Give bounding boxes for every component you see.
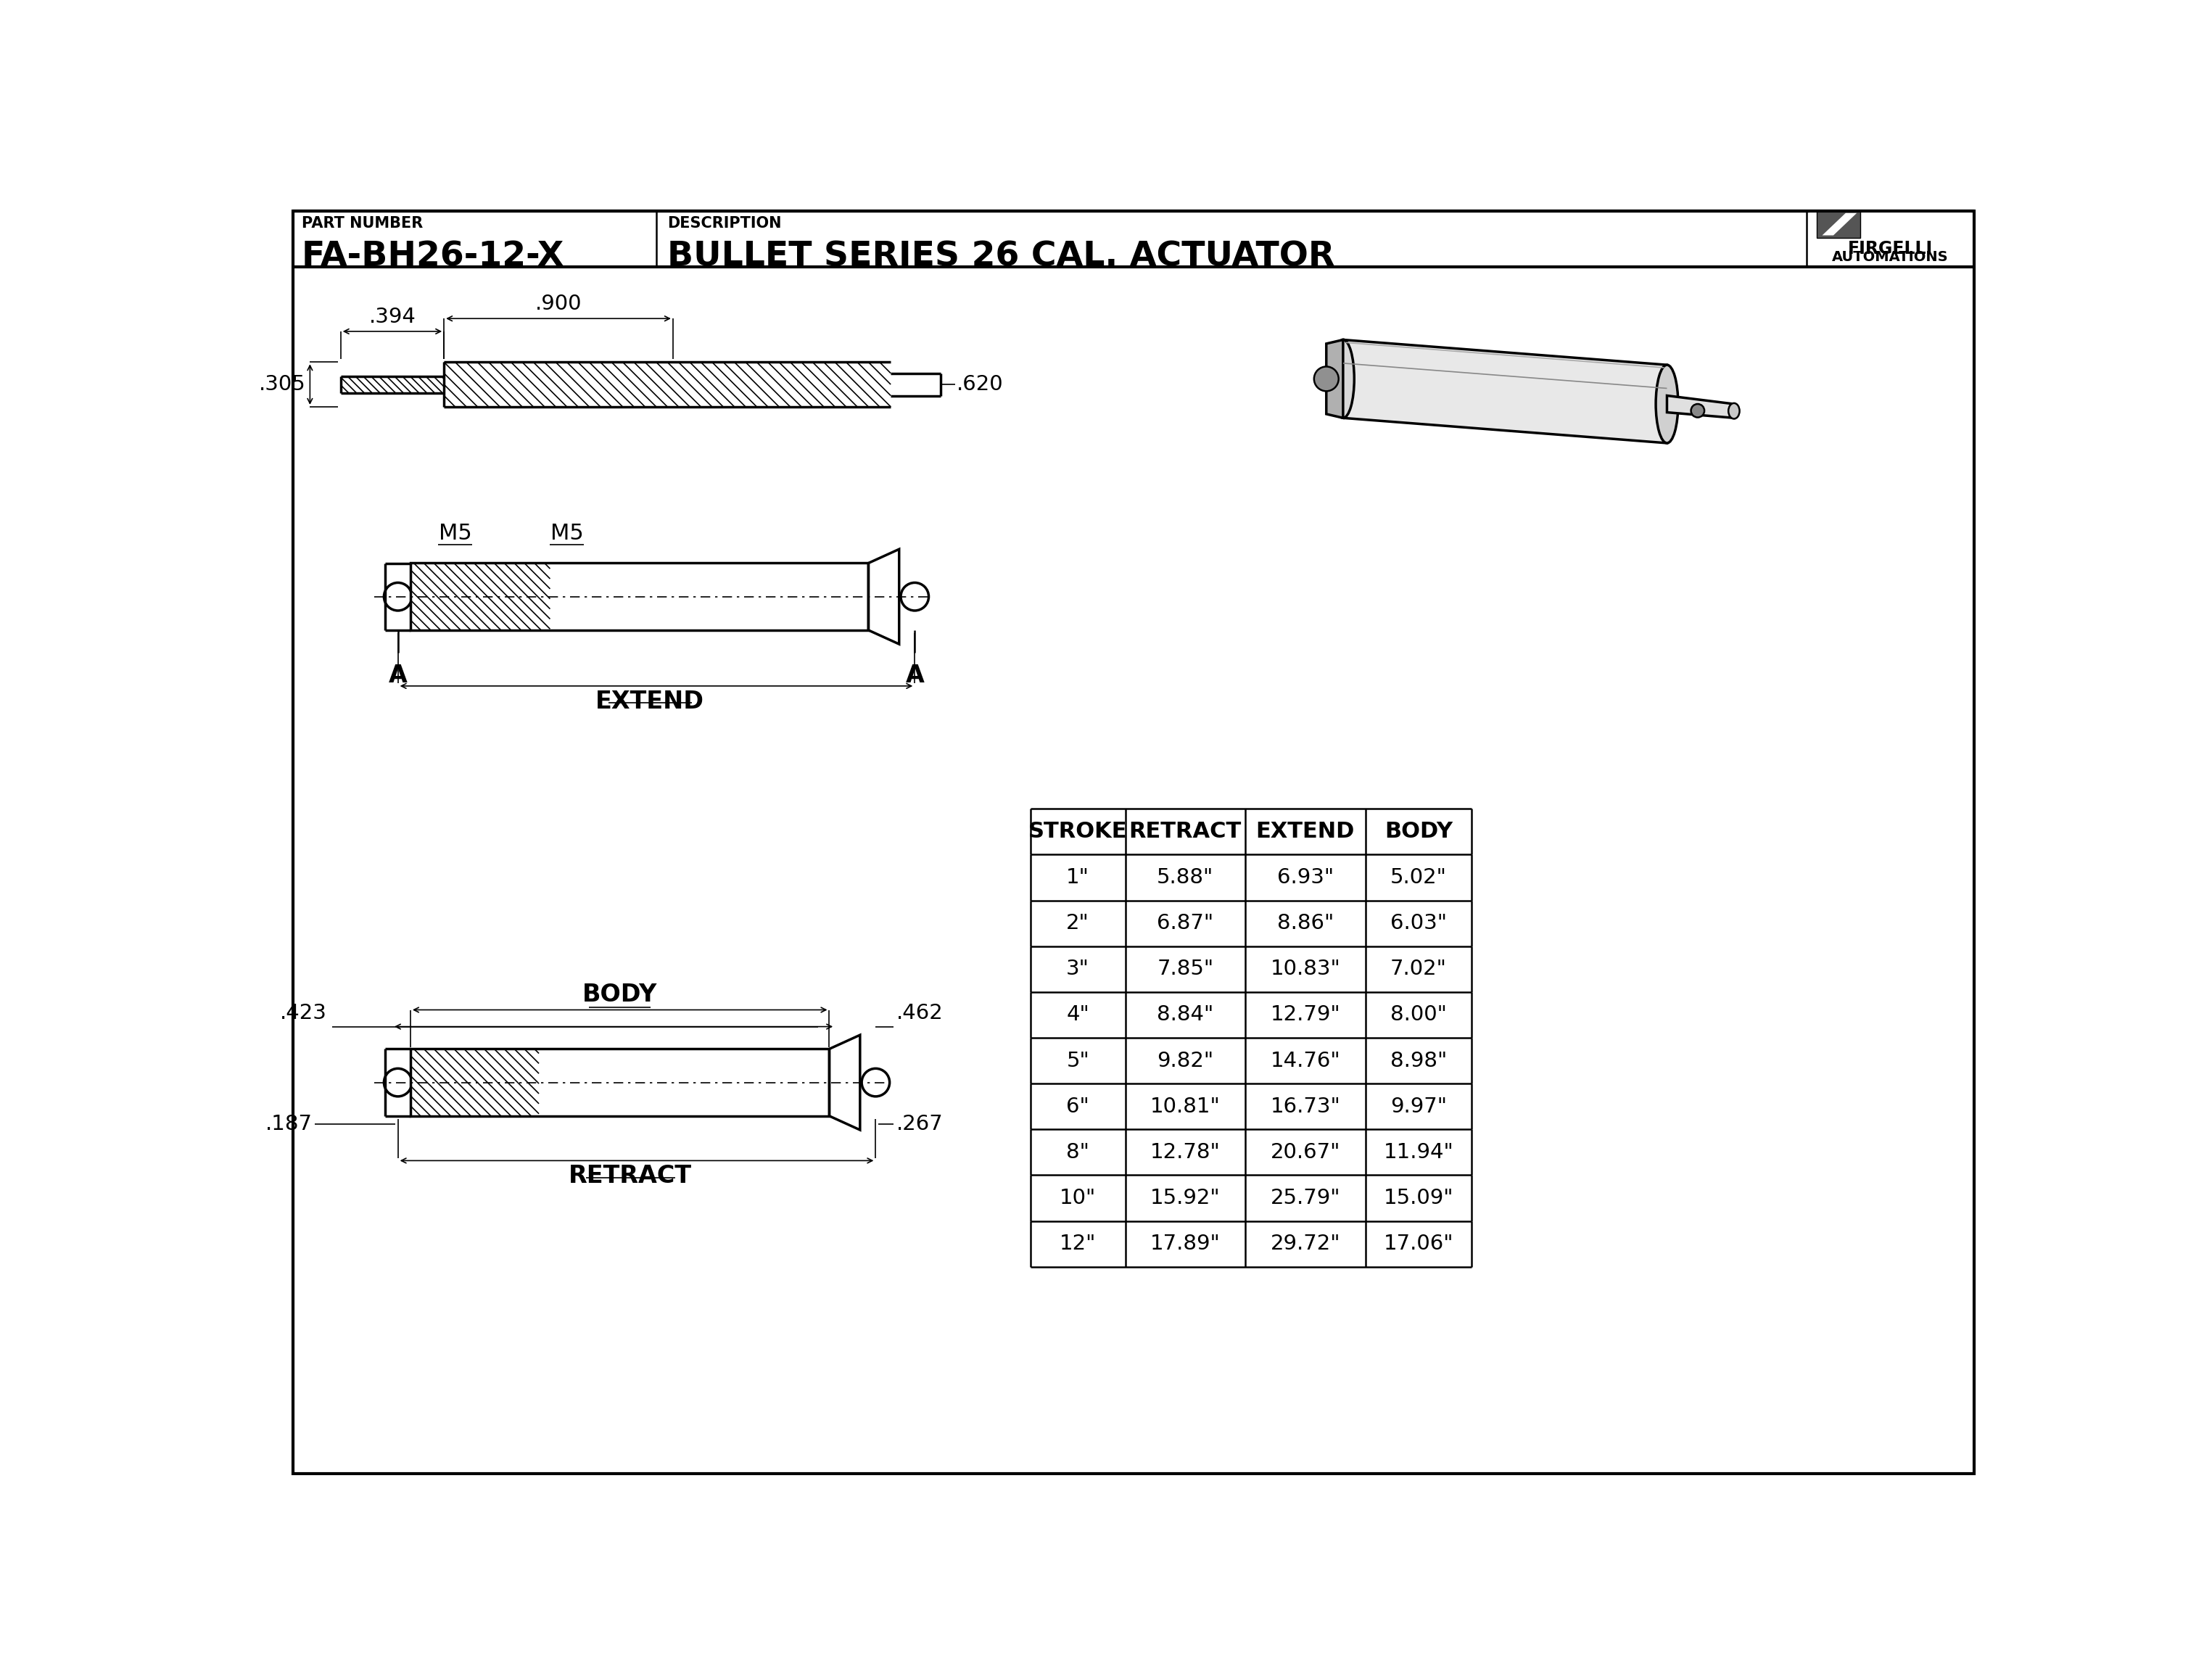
Text: 25.79": 25.79" — [1270, 1188, 1340, 1208]
Text: .462: .462 — [896, 1002, 942, 1022]
Text: 10.83": 10.83" — [1270, 959, 1340, 979]
Text: 9.97": 9.97" — [1389, 1096, 1447, 1116]
Text: 4": 4" — [1066, 1004, 1088, 1026]
Text: A: A — [905, 664, 925, 687]
Text: 7.85": 7.85" — [1157, 959, 1214, 979]
Text: 8": 8" — [1066, 1143, 1088, 1163]
Circle shape — [1690, 404, 1705, 417]
Text: A: A — [389, 664, 407, 687]
Text: .620: .620 — [956, 374, 1004, 395]
Ellipse shape — [1728, 404, 1739, 419]
Text: 12.78": 12.78" — [1150, 1143, 1221, 1163]
Text: M5: M5 — [551, 522, 584, 544]
Polygon shape — [1327, 340, 1343, 419]
Text: 6.87": 6.87" — [1157, 912, 1214, 934]
Text: STROKE: STROKE — [1029, 821, 1128, 842]
Ellipse shape — [1332, 340, 1354, 419]
Text: 7.02": 7.02" — [1389, 959, 1447, 979]
Text: .187: .187 — [265, 1114, 312, 1134]
Bar — [1816, 210, 1860, 237]
Text: BULLET SERIES 26 CAL. ACTUATOR: BULLET SERIES 26 CAL. ACTUATOR — [668, 240, 1334, 274]
Text: 10.81": 10.81" — [1150, 1096, 1221, 1116]
Text: .305: .305 — [259, 374, 305, 395]
Text: .267: .267 — [896, 1114, 942, 1134]
Text: RETRACT: RETRACT — [568, 1164, 692, 1188]
Text: AUTOMATIONS: AUTOMATIONS — [1832, 250, 1949, 264]
Text: 15.09": 15.09" — [1382, 1188, 1453, 1208]
Text: 5": 5" — [1066, 1051, 1088, 1071]
Text: M5: M5 — [438, 522, 471, 544]
Text: 15.92": 15.92" — [1150, 1188, 1221, 1208]
Text: 9.82": 9.82" — [1157, 1051, 1214, 1071]
Text: 11.94": 11.94" — [1382, 1143, 1453, 1163]
Text: .394: .394 — [369, 307, 416, 327]
Text: 14.76": 14.76" — [1270, 1051, 1340, 1071]
Circle shape — [1314, 367, 1338, 390]
Text: DESCRIPTION: DESCRIPTION — [668, 215, 781, 230]
Text: FIRGELLI: FIRGELLI — [1847, 240, 1933, 259]
Text: 20.67": 20.67" — [1270, 1143, 1340, 1163]
Text: EXTEND: EXTEND — [1256, 821, 1354, 842]
Text: 8.00": 8.00" — [1389, 1004, 1447, 1026]
Text: BODY: BODY — [1385, 821, 1453, 842]
Text: 16.73": 16.73" — [1270, 1096, 1340, 1116]
Text: 12.79": 12.79" — [1270, 1004, 1340, 1026]
Polygon shape — [1823, 214, 1856, 235]
Text: 12": 12" — [1060, 1234, 1097, 1254]
Ellipse shape — [1657, 365, 1679, 444]
Text: EXTEND: EXTEND — [595, 689, 703, 714]
Text: 3": 3" — [1066, 959, 1088, 979]
Text: 17.89": 17.89" — [1150, 1234, 1221, 1254]
Bar — [411, 1049, 830, 1116]
Text: 6.93": 6.93" — [1276, 867, 1334, 887]
Polygon shape — [1668, 395, 1734, 419]
Text: 8.98": 8.98" — [1389, 1051, 1447, 1071]
Text: 8.84": 8.84" — [1157, 1004, 1214, 1026]
Text: 5.88": 5.88" — [1157, 867, 1214, 887]
Text: PART NUMBER: PART NUMBER — [301, 215, 422, 230]
Text: 10": 10" — [1060, 1188, 1095, 1208]
Bar — [1809, 212, 1971, 267]
Text: 6.03": 6.03" — [1389, 912, 1447, 934]
Text: RETRACT: RETRACT — [1128, 821, 1241, 842]
Text: 17.06": 17.06" — [1382, 1234, 1453, 1254]
Text: 8.86": 8.86" — [1276, 912, 1334, 934]
Text: FA-BH26-12-X: FA-BH26-12-X — [301, 240, 564, 274]
Text: 5.02": 5.02" — [1389, 867, 1447, 887]
Text: .423: .423 — [279, 1002, 327, 1022]
Text: 6": 6" — [1066, 1096, 1088, 1116]
Text: 29.72": 29.72" — [1270, 1234, 1340, 1254]
Text: BODY: BODY — [582, 982, 657, 1006]
Text: 2": 2" — [1066, 912, 1088, 934]
Text: .900: .900 — [535, 294, 582, 314]
Text: 1": 1" — [1066, 867, 1088, 887]
Polygon shape — [1343, 340, 1668, 444]
Bar — [411, 564, 869, 631]
